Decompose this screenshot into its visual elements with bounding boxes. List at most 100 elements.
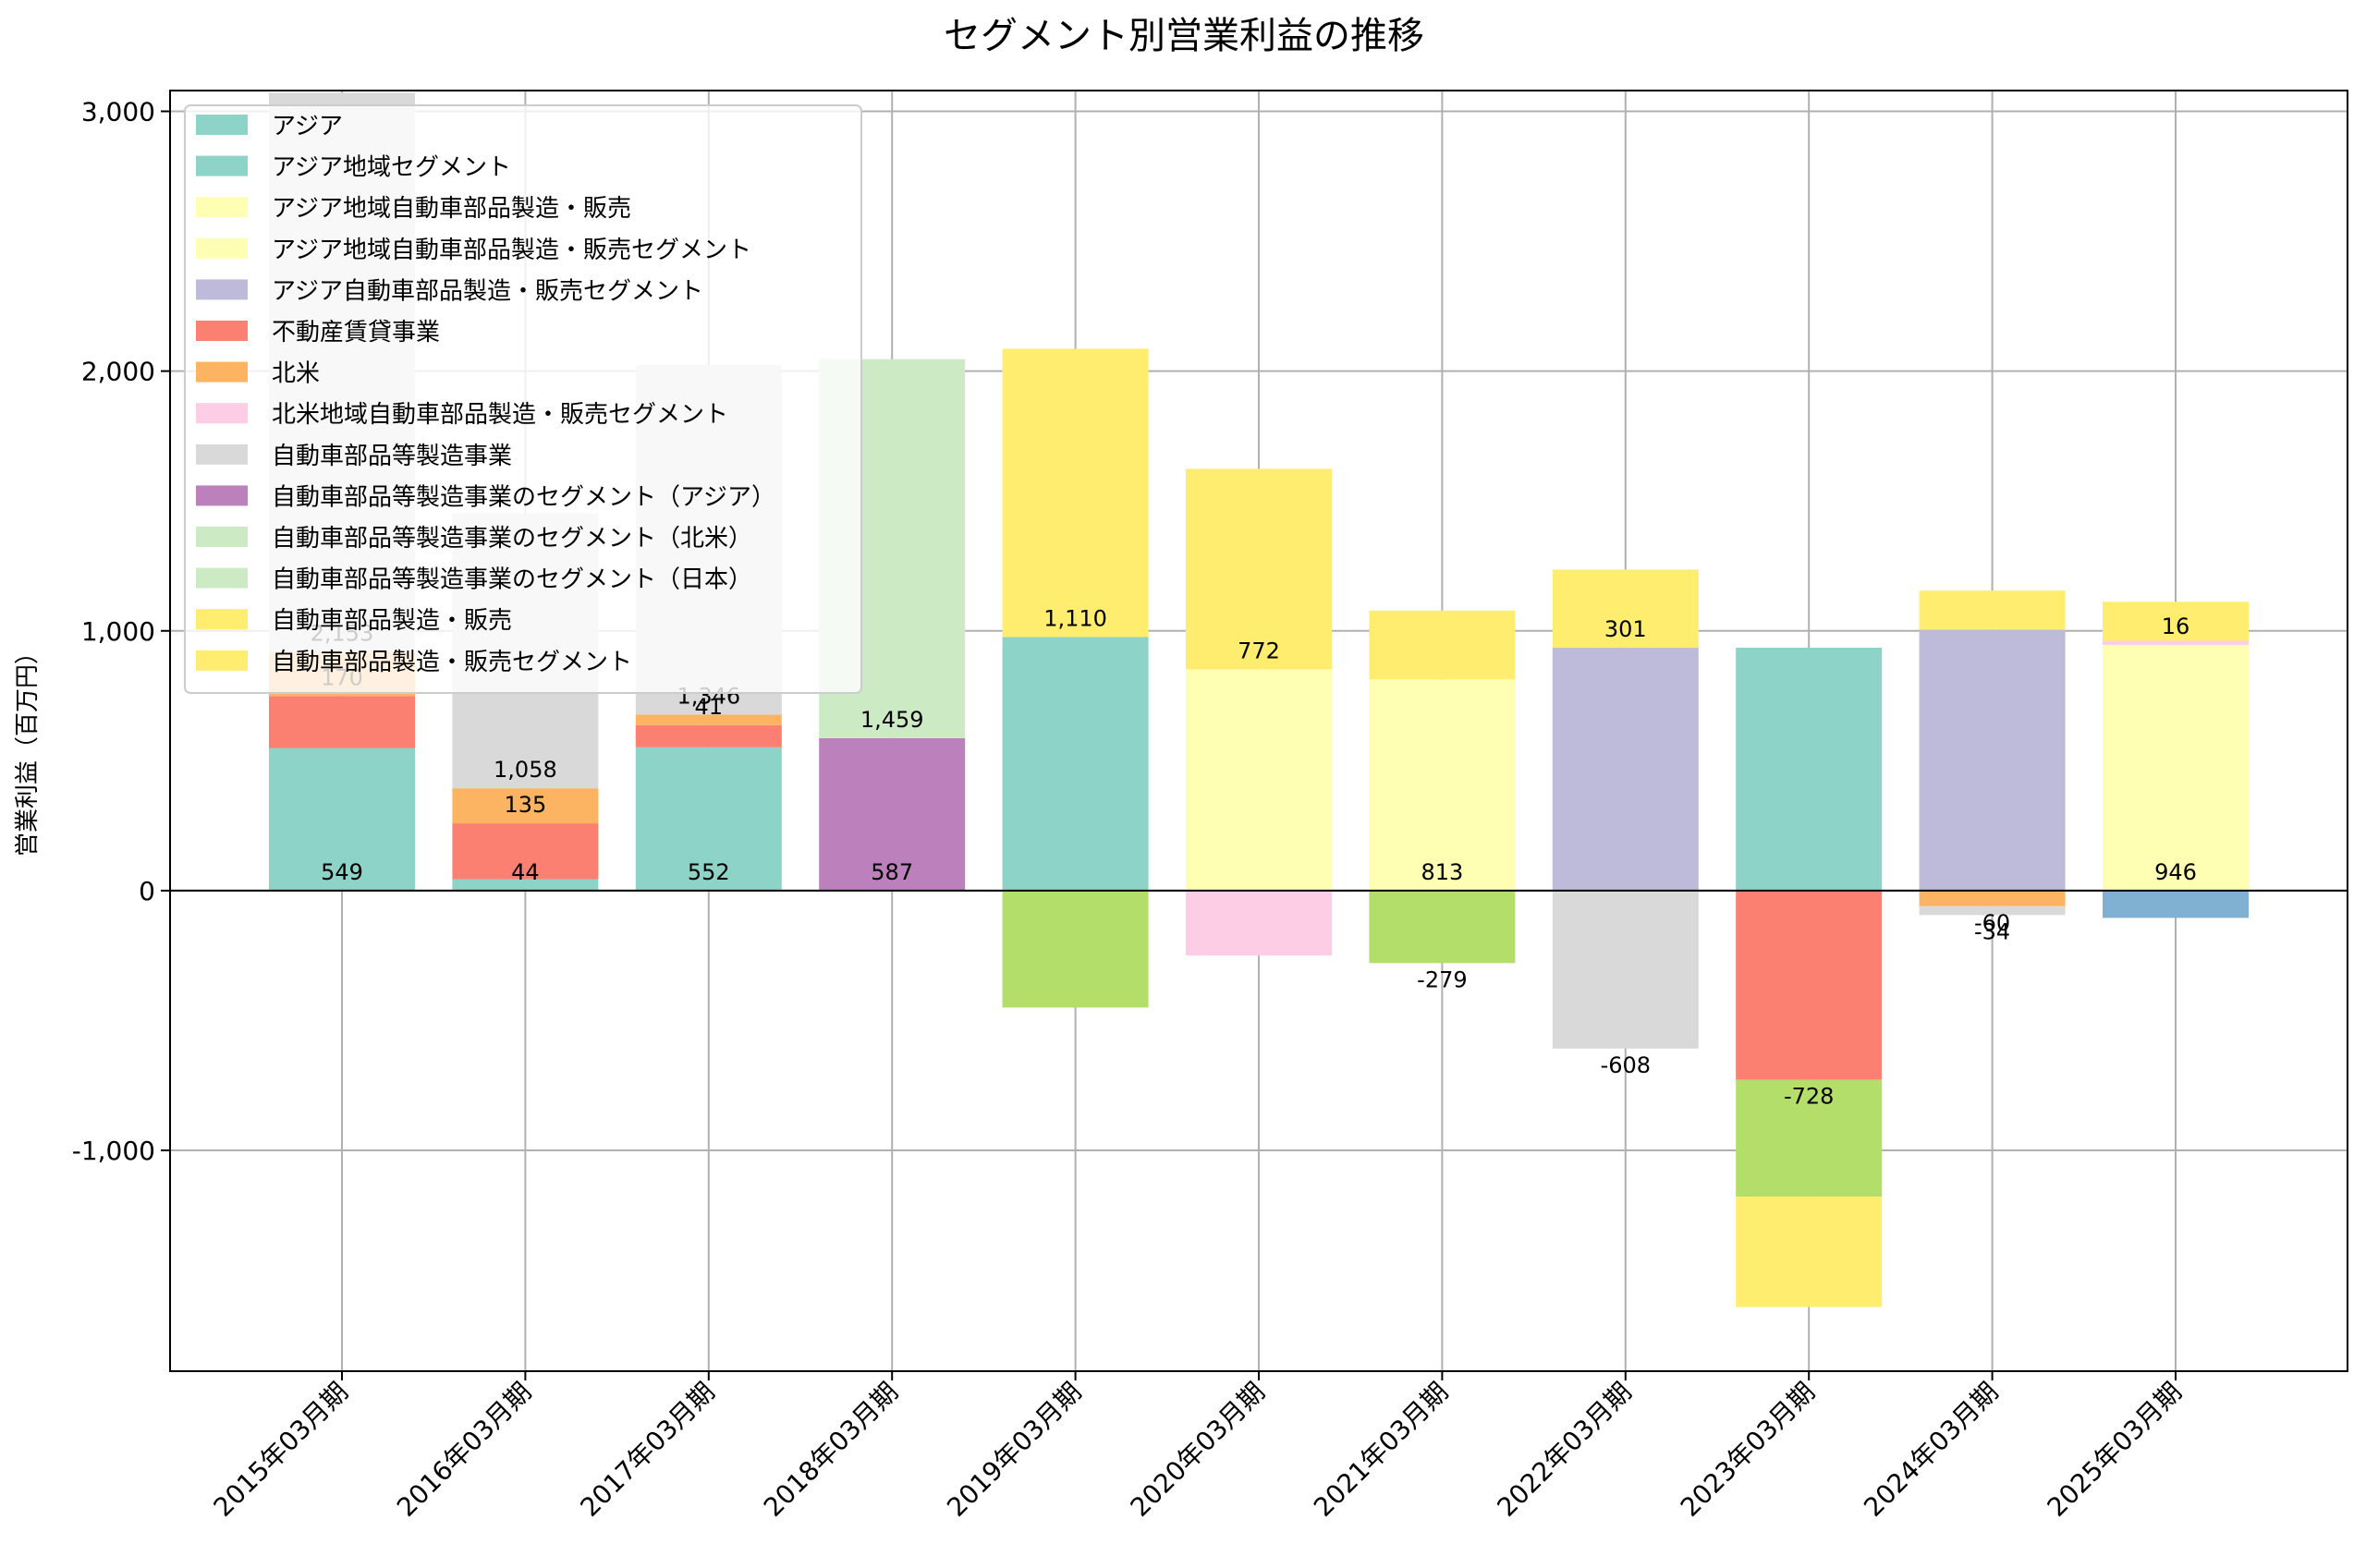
legend-swatch [196, 485, 248, 506]
bar-value-label: 813 [1421, 859, 1463, 885]
y-axis-ticks: -1,000 0 1,000 2,000 3,000 [72, 96, 170, 1166]
bar-value-label: 1,058 [494, 757, 557, 783]
bar-value-label: 772 [1238, 638, 1280, 663]
legend-label: アジア自動車部品製造・販売セグメント [272, 277, 703, 305]
bar-segment [2103, 602, 2249, 641]
bar-segment [269, 696, 415, 748]
bar-segment [635, 714, 782, 725]
bar-value-label: 44 [511, 859, 540, 885]
y-tick-label: 1,000 [81, 616, 155, 647]
bar-segment [1002, 890, 1149, 1008]
legend: アジアアジア地域セグメントアジア地域自動車部品製造・販売アジア地域自動車部品製造… [184, 104, 862, 694]
bar-value-label: 549 [321, 859, 363, 885]
bar-segment [1186, 468, 1332, 670]
legend-swatch [196, 444, 248, 465]
y-tick-label: -1,000 [72, 1136, 155, 1166]
legend-swatch [196, 197, 248, 218]
legend-label: 不動産賃貸事業 [272, 319, 440, 346]
bar-segment [452, 788, 599, 824]
bar-segment [1552, 890, 1699, 1049]
legend-box [184, 104, 862, 694]
legend-swatch [196, 527, 248, 547]
bar-segment [1919, 890, 2066, 906]
bar-value-label: 587 [871, 859, 913, 885]
legend-swatch [196, 155, 248, 176]
legend-label: 自動車部品等製造事業のセグメント（日本） [272, 566, 752, 594]
bar-value-label: -608 [1601, 1052, 1651, 1078]
bar-value-label: 1,110 [1043, 606, 1107, 632]
legend-swatch [196, 403, 248, 424]
bar-value-label: -34 [1974, 918, 2010, 944]
bar-segment [635, 724, 782, 748]
x-tick-label: 2020年03月期 [1125, 1377, 1271, 1523]
bar-segment [1736, 890, 1883, 1080]
bar-segment [1369, 679, 1516, 891]
bar-segment [1002, 637, 1149, 891]
bar-segment [1736, 1079, 1883, 1197]
bar-segment [1919, 590, 2066, 630]
x-tick-label: 2016年03月期 [391, 1377, 537, 1523]
legend-label: アジア地域セグメント [272, 154, 511, 182]
x-tick-label: 2023年03月期 [1675, 1377, 1821, 1523]
legend-label: 自動車部品製造・販売 [272, 607, 512, 635]
legend-label: アジア地域自動車部品製造・販売セグメント [272, 237, 751, 264]
bar-value-label: 16 [2162, 614, 2190, 639]
bar-segment [1736, 648, 1883, 891]
x-tick-label: 2019年03月期 [941, 1377, 1087, 1523]
chart-title: セグメント別営業利益の推移 [944, 15, 1424, 57]
legend-swatch [196, 321, 248, 341]
bar-segment [635, 747, 782, 891]
x-tick-label: 2021年03月期 [1308, 1377, 1454, 1523]
bar-segment [452, 823, 599, 880]
legend-label: 北米地域自動車部品製造・販売セグメント [272, 401, 728, 429]
legend-label: 自動車部品等製造事業のセグメント（アジア） [272, 483, 775, 511]
bar-segment [2103, 644, 2249, 891]
bar-segment [1002, 348, 1149, 638]
legend-label: 北米 [272, 360, 320, 388]
bar-segment [1186, 669, 1332, 891]
legend-label: アジア地域自動車部品製造・販売 [272, 195, 631, 223]
x-axis-ticks: 2015年03月期 2016年03月期 2017年03月期 2018年03月期 2019… [208, 1371, 2188, 1523]
y-axis-label: 営業利益（百万円） [14, 640, 42, 857]
bar-value-label: 1,459 [860, 707, 924, 733]
x-tick-label: 2022年03月期 [1491, 1377, 1637, 1523]
legend-swatch [196, 237, 248, 259]
bar-segment [1552, 569, 1699, 649]
legend-swatch [196, 361, 248, 383]
bar-segment [1186, 890, 1332, 956]
bar-value-label: 552 [688, 859, 730, 885]
x-tick-label: 2024年03月期 [1858, 1377, 2004, 1523]
bar-segment [1369, 610, 1516, 680]
bar-value-label: -60 [1974, 910, 2010, 936]
legend-label: 自動車部品製造・販売セグメント [272, 649, 632, 676]
y-tick-label: 0 [139, 876, 155, 906]
legend-swatch [196, 609, 248, 630]
bar-segment [269, 748, 415, 891]
bar-segment [1919, 906, 2066, 916]
legend-swatch [196, 115, 248, 135]
bar-value-label: -728 [1784, 1084, 1834, 1110]
legend-label: アジア [272, 113, 343, 140]
legend-swatch [196, 650, 248, 671]
bar-segment [452, 879, 599, 891]
x-tick-label: 2015年03月期 [208, 1377, 354, 1523]
bar-value-label: 41 [695, 694, 724, 720]
x-tick-label: 2025年03月期 [2042, 1377, 2188, 1523]
bar-value-label: -279 [1417, 966, 1467, 992]
legend-swatch [196, 279, 248, 300]
bar-value-label: 135 [504, 792, 546, 818]
bar-segment [819, 737, 966, 891]
x-tick-label: 2017年03月期 [574, 1377, 720, 1523]
legend-label: 自動車部品等製造事業 [272, 443, 512, 470]
bar-segment [1919, 629, 2066, 891]
bar-segment [1552, 648, 1699, 891]
legend-swatch [196, 567, 248, 589]
bar-segment [1369, 890, 1516, 964]
y-tick-label: 2,000 [81, 357, 155, 387]
y-tick-label: 3,000 [81, 96, 155, 127]
bar-value-label: 301 [1604, 616, 1647, 642]
bar-value-label: 946 [2154, 859, 2197, 885]
bar-segment [2103, 640, 2249, 645]
